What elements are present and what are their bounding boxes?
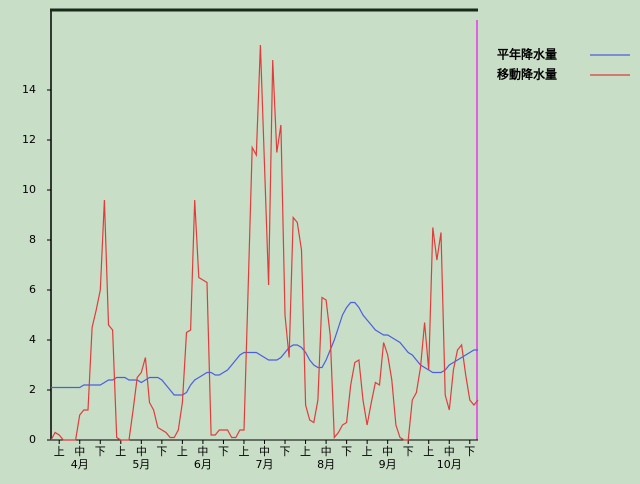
x-tick-label: 上: [54, 445, 65, 458]
legend-label: 移動降水量: [497, 67, 557, 82]
series-line: [51, 301, 478, 396]
y-tick-label: 0: [29, 433, 36, 446]
x-tick-label: 上: [115, 445, 126, 458]
x-tick-label: 中: [136, 445, 147, 458]
x-tick-label: 中: [259, 445, 270, 458]
month-label: 5月: [132, 458, 150, 471]
x-tick-label: 上: [300, 445, 311, 458]
x-tick-label: 中: [74, 445, 85, 458]
x-tick-label: 上: [238, 445, 249, 458]
x-tick-label: 下: [280, 445, 291, 458]
x-tick-label: 下: [156, 445, 167, 458]
month-label: 7月: [256, 458, 274, 471]
x-tick-label: 中: [382, 445, 393, 458]
y-tick-label: 6: [29, 283, 36, 296]
x-tick-label: 上: [177, 445, 188, 458]
month-label: 4月: [71, 458, 89, 471]
month-label: 10月: [437, 458, 462, 471]
y-tick-label: 4: [29, 333, 36, 346]
x-tick-label: 上: [362, 445, 373, 458]
x-tick-label: 中: [321, 445, 332, 458]
month-label: 6月: [194, 458, 212, 471]
y-tick-label: 12: [22, 133, 36, 146]
x-tick-label: 下: [341, 445, 352, 458]
month-label: 8月: [317, 458, 335, 471]
x-tick-label: 下: [95, 445, 106, 458]
x-tick-label: 下: [464, 445, 475, 458]
x-tick-label: 上: [423, 445, 434, 458]
x-tick-label: 下: [218, 445, 229, 458]
month-label: 9月: [379, 458, 397, 471]
x-tick-label: 下: [403, 445, 414, 458]
y-tick-label: 10: [22, 183, 36, 196]
x-tick-label: 中: [444, 445, 455, 458]
x-tick-label: 中: [197, 445, 208, 458]
y-tick-label: 14: [22, 83, 36, 96]
legend-label: 平年降水量: [497, 47, 557, 62]
series-line: [50, 44, 479, 441]
y-tick-label: 8: [29, 233, 36, 246]
y-tick-label: 2: [29, 383, 36, 396]
